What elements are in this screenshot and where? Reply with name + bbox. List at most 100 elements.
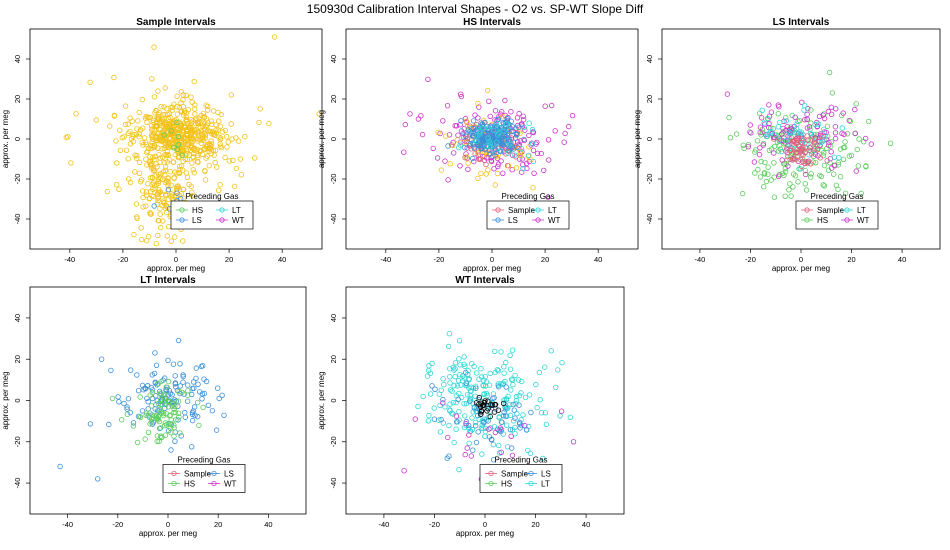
legend-entry: HS [501, 479, 512, 488]
scatter-point [217, 181, 223, 188]
scatter-point [465, 160, 471, 166]
scatter-point [180, 186, 187, 192]
scatter-point [134, 214, 140, 220]
scatter-point [492, 369, 498, 376]
scatter-point [777, 119, 783, 126]
scatter-point [165, 378, 172, 385]
scatter-point [486, 426, 492, 432]
scatter-point [463, 380, 469, 386]
scatter-point [792, 144, 798, 151]
scatter-point [801, 102, 808, 109]
scatter-point [440, 396, 446, 403]
scatter-point [561, 139, 567, 145]
scatter-point [116, 399, 122, 405]
scatter-point [469, 415, 475, 421]
scatter-point [462, 133, 469, 139]
scatter-point [726, 114, 732, 121]
scatter-point [178, 163, 185, 169]
scatter-point [799, 99, 805, 105]
x-tick-label: 20 [847, 255, 855, 264]
scatter-point [530, 129, 536, 135]
scatter-point [501, 128, 507, 134]
scatter-point [195, 119, 201, 125]
scatter-point [492, 153, 498, 159]
scatter-point [501, 364, 507, 370]
scatter-point [142, 385, 148, 391]
scatter-point [494, 170, 501, 177]
scatter-point [174, 119, 180, 125]
scatter-point [464, 445, 470, 451]
scatter-point [472, 112, 478, 118]
scatter-point [140, 387, 147, 393]
x-tick-label: -20 [433, 255, 444, 264]
scatter-point [171, 422, 177, 428]
scatter-point [541, 167, 547, 174]
scatter-point [496, 384, 502, 390]
scatter-point [545, 137, 552, 143]
scatter-point [528, 409, 534, 416]
scatter-point [213, 122, 219, 128]
x-tick-label: -40 [378, 520, 389, 529]
scatter-point [519, 169, 525, 175]
scatter-point [771, 160, 777, 166]
scatter-point [516, 402, 522, 408]
scatter-point [487, 140, 493, 147]
legend-swatch-point [488, 480, 494, 487]
scatter-point [155, 180, 162, 186]
scatter-point [447, 387, 454, 393]
scatter-point [154, 438, 160, 445]
scatter-point [179, 141, 186, 147]
scatter-point [139, 139, 145, 145]
scatter-point [757, 124, 764, 130]
scatter-point [508, 118, 514, 124]
scatter-point [137, 394, 143, 400]
scatter-point [431, 405, 437, 411]
scatter-point [183, 170, 190, 176]
scatter-point [159, 146, 165, 152]
scatter-point [463, 420, 469, 427]
scatter-point [808, 171, 814, 177]
scatter-point [57, 463, 63, 470]
scatter-point [841, 131, 847, 138]
scatter-point [766, 102, 772, 108]
scatter-point [492, 182, 498, 188]
scatter-point [789, 157, 796, 163]
scatter-point [483, 379, 490, 385]
scatter-point [853, 101, 859, 107]
scatter-point [512, 135, 519, 141]
scatter-point [492, 401, 499, 408]
scatter-point [217, 143, 224, 149]
scatter-point [754, 138, 761, 144]
points [401, 331, 577, 482]
scatter-point [157, 425, 164, 431]
scatter-point [154, 433, 161, 439]
y-tick-label: -20 [13, 436, 22, 447]
scatter-point [440, 376, 446, 382]
scatter-point [785, 163, 791, 169]
scatter-point [471, 145, 477, 151]
scatter-point [512, 431, 518, 437]
scatter-point [150, 119, 156, 125]
scatter-point [471, 363, 477, 370]
scatter-point [174, 171, 180, 177]
scatter-point [842, 190, 849, 196]
scatter-point [457, 362, 463, 368]
scatter-point [171, 425, 177, 431]
scatter-point [794, 149, 800, 155]
scatter-point [485, 125, 492, 131]
panel-title: WT Intervals [455, 275, 515, 286]
scatter-point [145, 233, 152, 240]
scatter-point [154, 416, 161, 422]
scatter-point [157, 211, 163, 217]
scatter-point [208, 138, 214, 144]
y-tick-label: 20 [645, 95, 654, 103]
scatter-point [419, 131, 426, 138]
scatter-point [794, 137, 800, 143]
scatter-point [752, 170, 758, 176]
scatter-point [467, 392, 473, 399]
scatter-point [812, 121, 818, 128]
scatter-point [475, 115, 481, 121]
scatter-point [496, 138, 502, 145]
scatter-point [151, 44, 157, 50]
scatter-point [511, 407, 517, 413]
